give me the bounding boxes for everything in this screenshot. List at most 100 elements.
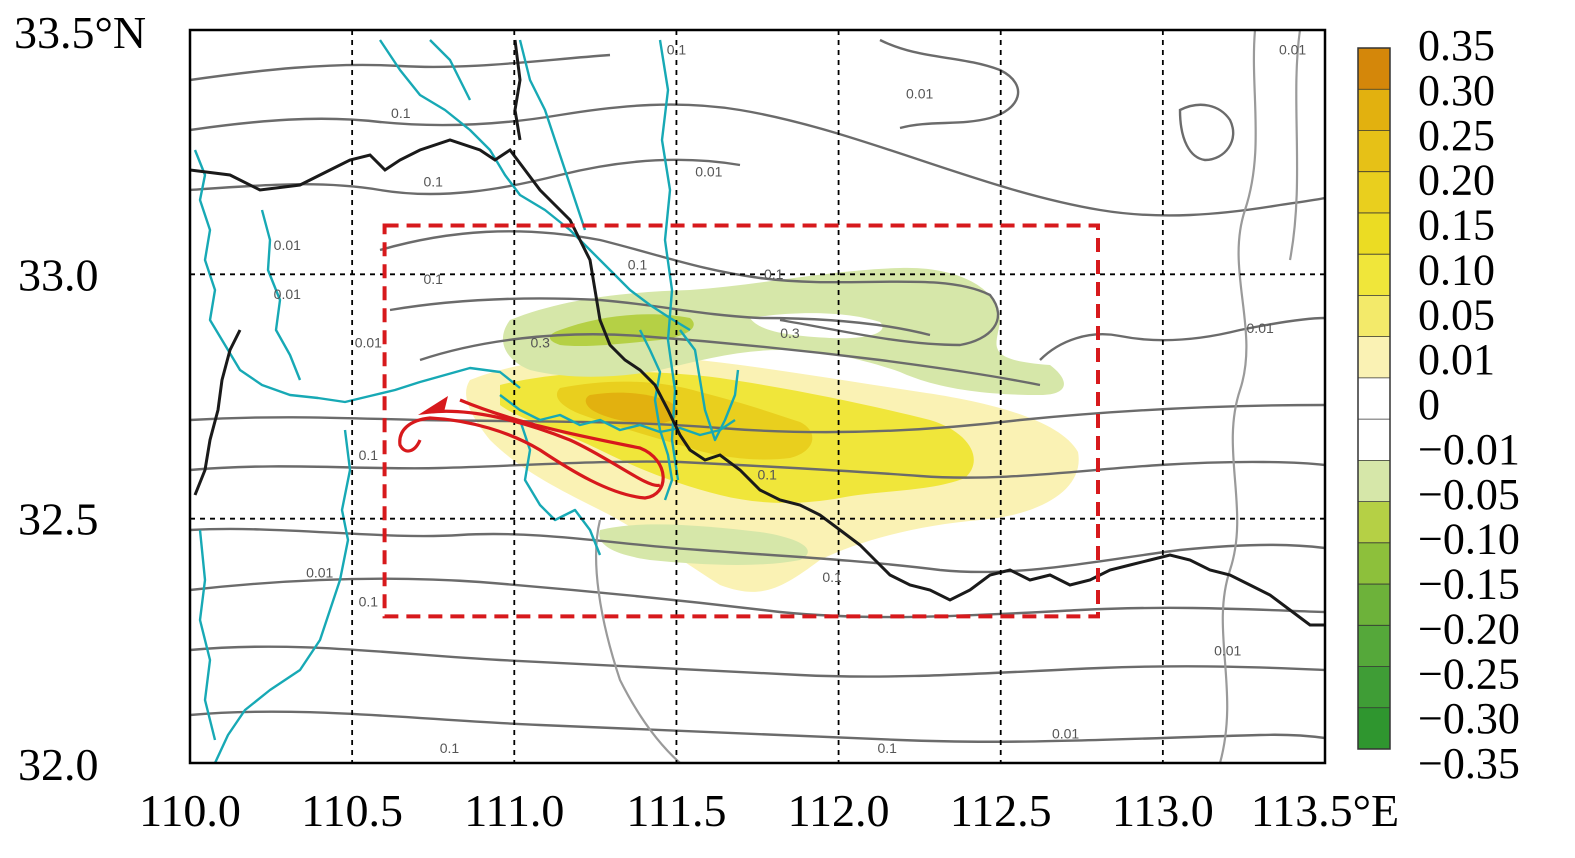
contour-line	[879, 38, 1020, 130]
x-tick-label: 111.0	[464, 785, 564, 836]
colorbar-swatch	[1358, 460, 1390, 502]
river-line	[518, 39, 587, 231]
x-tick-label: 110.0	[139, 785, 241, 836]
river-line	[260, 209, 302, 381]
x-axis: 110.0 110.5 111.0 111.5 112.0 112.5 113.0 113.5…	[139, 785, 1399, 836]
river-line	[638, 329, 674, 501]
contour-line	[190, 460, 1325, 479]
colorbar-label: 0.15	[1418, 201, 1495, 250]
contour-label: 0.01	[306, 564, 333, 580]
colorbar-label: 0.01	[1418, 335, 1495, 384]
colorbar-label: −0.01	[1418, 425, 1520, 474]
province-boundary	[193, 329, 242, 496]
contour-line	[1039, 316, 1325, 361]
colorbar-swatch	[1358, 89, 1390, 131]
contour-label: 0.1	[423, 173, 443, 189]
colorbar-label: −0.10	[1418, 515, 1520, 564]
x-tick-label: 112.0	[788, 785, 890, 836]
trajectory-line-2	[429, 409, 661, 488]
contour-label: 0.1	[764, 266, 784, 282]
river-line	[193, 149, 521, 404]
contour-label: 0.1	[667, 41, 687, 57]
study-area-box	[382, 223, 1101, 619]
plot-frame	[188, 28, 1327, 765]
contour-label: 0.01	[695, 164, 722, 180]
colorbar-swatch	[1358, 254, 1390, 296]
colorbar-label: 0.25	[1418, 111, 1495, 160]
river-line	[679, 329, 740, 442]
contour-label: 0.1	[391, 105, 411, 121]
river-line	[658, 39, 680, 481]
contour-label: 0.3	[530, 335, 550, 351]
river-line	[429, 39, 472, 101]
contour-label: 0.1	[440, 740, 460, 756]
x-tick-label: 112.5	[950, 785, 1052, 836]
y-tick-label: 32.0	[18, 739, 99, 790]
colorbar-label: −0.20	[1418, 604, 1520, 653]
contour-line	[190, 53, 611, 82]
contour-line-light	[1288, 30, 1302, 261]
colorbar-swatch	[1358, 130, 1390, 172]
colorbar-swatch	[1358, 377, 1390, 420]
contour-label: 0.1	[359, 447, 379, 463]
y-tick-label: 33.0	[18, 249, 99, 300]
colorbar-swatch	[1358, 171, 1390, 213]
province-boundary	[513, 39, 522, 141]
contour-label: 0.01	[1279, 41, 1306, 57]
colorbar-label: −0.35	[1418, 739, 1520, 788]
contour-layer-light	[595, 30, 1302, 763]
contour-label: 0.01	[1214, 642, 1241, 658]
y-tick-label: 32.5	[18, 494, 99, 545]
colorbar-label: −0.25	[1418, 649, 1520, 698]
colorbar-swatch	[1358, 707, 1390, 749]
river-line	[198, 529, 217, 741]
gridlines	[190, 30, 1325, 763]
contour-label: 0.01	[1052, 726, 1079, 742]
colorbar-frame	[1357, 47, 1391, 750]
contour-label: 0.01	[274, 286, 301, 302]
contour-line	[379, 230, 1000, 347]
contour-label: 0.1	[628, 256, 648, 272]
colorbar-swatch	[1358, 295, 1390, 337]
contour-line	[389, 297, 931, 337]
contour-label: 0.1	[359, 594, 379, 610]
contour-line-light	[1218, 30, 1257, 763]
contour-label: 0.1	[822, 569, 842, 585]
colorbar-label: −0.05	[1418, 470, 1520, 519]
contour-labels: 0.1 0.1 0.01 0.01 0.1 0.1 0.01 0.3 0.3 0.1 0.1 0.01…	[274, 41, 1307, 756]
river-line	[213, 429, 352, 763]
contour-line	[190, 710, 1325, 743]
colorbar-label: 0	[1418, 380, 1440, 429]
trajectory-arrow-head	[418, 396, 448, 415]
x-tick-label: 113.0	[1112, 785, 1214, 836]
contour-label: 0.01	[1247, 320, 1274, 336]
contour-label: 0.01	[274, 237, 301, 253]
colorbar-swatch	[1358, 48, 1390, 90]
contour-line	[190, 645, 1325, 678]
colorbar-swatch	[1358, 625, 1390, 667]
river-line	[379, 39, 691, 332]
contour-line	[190, 103, 1325, 217]
colorbar-label: 0.30	[1418, 66, 1495, 115]
contour-label: 0.1	[877, 740, 897, 756]
colorbar-swatch	[1358, 666, 1390, 708]
colorbar-swatch	[1358, 212, 1390, 255]
river-line	[518, 419, 602, 556]
contour-label: 0.01	[355, 335, 382, 351]
colorbar-label: −0.30	[1418, 694, 1520, 743]
colorbar-label: 0.20	[1418, 156, 1495, 205]
colorbar-label: −0.15	[1418, 560, 1520, 609]
x-tick-label: 111.5	[626, 785, 726, 836]
contour-line	[190, 527, 1325, 574]
contour-label: 0.01	[906, 85, 933, 101]
colorbar: 0.350.300.250.200.150.100.050.010−0.01−0…	[1357, 21, 1520, 788]
colorbar-swatch	[1358, 336, 1390, 378]
x-tick-label: 110.5	[301, 785, 403, 836]
colorbar-label: 0.10	[1418, 245, 1495, 294]
colorbar-swatch	[1358, 542, 1390, 585]
y-tick-label: 33.5°N	[14, 7, 146, 58]
contour-label: 0.1	[423, 271, 443, 287]
contour-line	[190, 158, 741, 196]
